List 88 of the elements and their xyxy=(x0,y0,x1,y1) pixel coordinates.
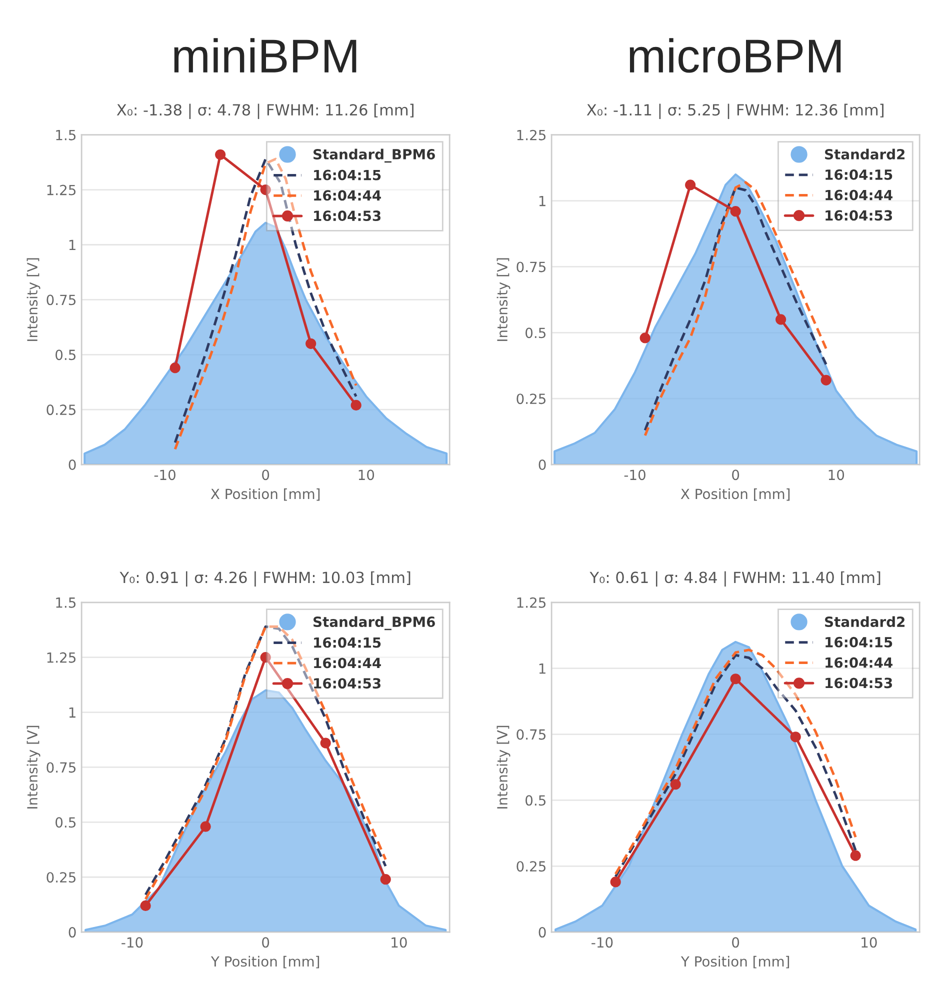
point xyxy=(730,206,741,217)
y-tick-label: 0.75 xyxy=(46,294,76,306)
x-axis-title: Y Position [mm] xyxy=(680,956,790,968)
y-tick-label: 1.25 xyxy=(47,184,76,196)
y-tick-label: 1.5 xyxy=(56,598,76,608)
y-tick-label: 0.75 xyxy=(516,262,546,272)
x-tick-label: -10 xyxy=(154,470,176,480)
y-tick-label: 0.5 xyxy=(56,350,76,360)
x-tick-label: 10 xyxy=(392,937,407,948)
x-axis-title: Y Position [mm] xyxy=(210,956,320,968)
x-axis-title: X Position [mm] xyxy=(680,488,790,501)
legend-label: 16:04:44 xyxy=(826,190,892,200)
chart-title: microBPM xyxy=(630,38,841,73)
point xyxy=(850,850,861,861)
x-tick-label: 0 xyxy=(732,937,740,948)
legend-label: Standard_BPM6 xyxy=(314,616,435,630)
point xyxy=(320,738,331,748)
legend-label: 16:04:53 xyxy=(314,678,380,689)
point xyxy=(670,779,681,790)
point xyxy=(610,876,621,888)
chart-subtitle: X₀: -1.11 | σ: 5.25 | FWHM: 12.36 [mm] xyxy=(586,104,884,120)
point xyxy=(776,314,786,325)
y-tick-label: 1 xyxy=(539,663,546,674)
legend-label: Standard2 xyxy=(825,616,904,628)
x-tick-label: 0 xyxy=(732,470,740,480)
y-tick-label: 0 xyxy=(68,927,76,938)
y-axis-title: Intensity [V] xyxy=(496,726,510,808)
y-tick-label: 0.5 xyxy=(526,328,546,338)
legend-label: 16:04:53 xyxy=(826,210,892,221)
y-tick-label: 1 xyxy=(69,240,76,250)
y-tick-label: 0.25 xyxy=(46,872,76,883)
legend-label: 16:04:15 xyxy=(314,637,381,648)
y-tick-label: 0.25 xyxy=(516,861,546,872)
y-axis-title: Intensity [V] xyxy=(26,258,40,341)
legend-label: 16:04:15 xyxy=(826,169,892,180)
point xyxy=(380,874,391,885)
x-tick-label: 0 xyxy=(262,470,270,480)
y-axis-title: Intensity [V] xyxy=(496,258,510,341)
x-tick-label: 0 xyxy=(262,937,270,948)
y-tick-label: 1.25 xyxy=(47,652,76,663)
legend-label: 16:04:53 xyxy=(826,678,892,688)
y-tick-label: 0 xyxy=(538,460,546,470)
y-tick-label: 0.5 xyxy=(526,795,546,806)
point xyxy=(730,674,741,684)
legend-label: 16:04:15 xyxy=(314,170,381,180)
legend-label: Standard2 xyxy=(825,148,904,160)
chart-title: miniBPM xyxy=(174,38,356,72)
x-tick-label: -10 xyxy=(624,470,646,480)
point xyxy=(215,149,226,160)
x-axis-title: X Position [mm] xyxy=(210,488,320,501)
y-tick-label: 0.75 xyxy=(46,762,76,773)
y-tick-label: 1 xyxy=(539,196,546,206)
y-tick-label: 0 xyxy=(538,927,546,938)
point xyxy=(200,821,211,832)
y-tick-label: 0 xyxy=(68,460,76,470)
point xyxy=(640,332,650,344)
x-tick-label: 10 xyxy=(358,470,374,480)
x-tick-label: -10 xyxy=(592,937,613,948)
y-tick-label: 0.25 xyxy=(46,404,76,416)
point xyxy=(685,180,696,190)
point xyxy=(820,374,832,386)
point xyxy=(170,362,180,374)
legend-label: 16:04:15 xyxy=(826,636,892,648)
y-tick-label: 0.25 xyxy=(516,394,546,404)
x-tick-label: -10 xyxy=(122,937,143,948)
legend-label: 16:04:53 xyxy=(314,210,380,222)
y-axis-title: Intensity [V] xyxy=(26,726,40,808)
legend-label: Standard_BPM6 xyxy=(314,148,435,163)
legend-label: 16:04:44 xyxy=(826,657,892,668)
y-tick-label: 0.5 xyxy=(56,817,76,828)
y-tick-label: 1 xyxy=(69,707,76,718)
point xyxy=(350,400,362,410)
point xyxy=(140,900,151,911)
y-tick-label: 1.25 xyxy=(517,597,546,608)
y-tick-label: 1.25 xyxy=(517,130,546,140)
chart-subtitle: X₀: -1.38 | σ: 4.78 | FWHM: 11.26 [mm] xyxy=(116,104,414,120)
legend-label: 16:04:44 xyxy=(314,190,381,201)
x-tick-label: 10 xyxy=(862,937,877,948)
legend-label: 16:04:44 xyxy=(314,658,381,668)
point xyxy=(306,338,316,349)
y-tick-label: 0.75 xyxy=(516,729,546,740)
chart-subtitle: Y₀: 0.91 | σ: 4.26 | FWHM: 10.03 [mm] xyxy=(120,571,410,587)
point xyxy=(260,652,271,663)
x-tick-label: 10 xyxy=(828,470,844,480)
point xyxy=(790,732,801,742)
y-tick-label: 1.5 xyxy=(56,130,76,140)
point xyxy=(260,184,271,196)
chart-subtitle: Y₀: 0.61 | σ: 4.84 | FWHM: 11.40 [mm] xyxy=(590,571,880,587)
